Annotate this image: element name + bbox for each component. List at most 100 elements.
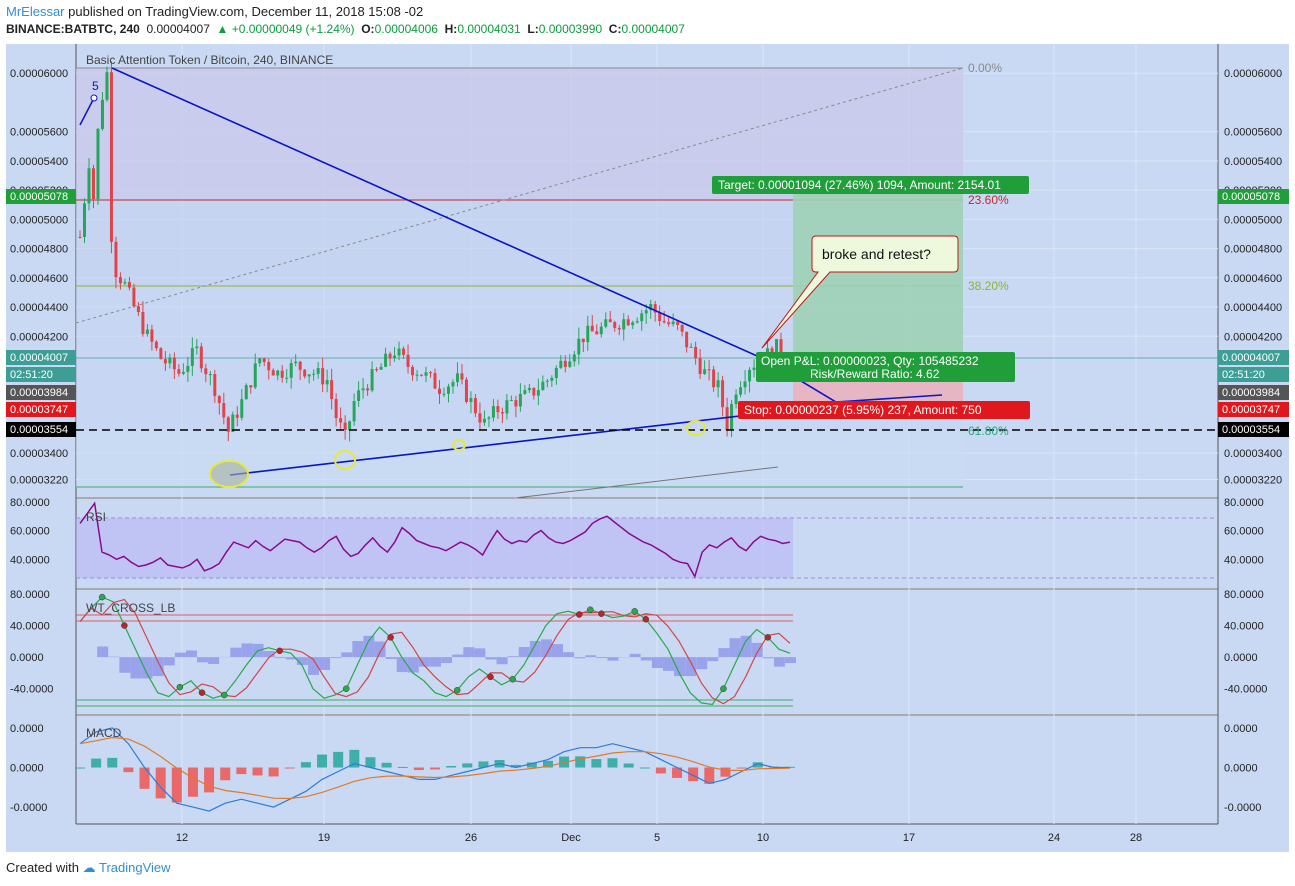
price-tag-bg xyxy=(1218,422,1289,437)
candle-body xyxy=(775,339,779,360)
macd-bar xyxy=(107,757,118,768)
candle-body xyxy=(577,338,581,355)
candle-body xyxy=(703,369,707,374)
candle-body xyxy=(150,329,154,342)
candle-body xyxy=(253,363,257,388)
candle-body xyxy=(357,390,361,402)
macd-bar xyxy=(155,767,166,799)
wt-bar xyxy=(341,652,353,658)
tradingview-logo-icon[interactable]: ☁ xyxy=(82,860,96,875)
candle-body xyxy=(671,321,675,325)
macd-bar xyxy=(704,767,715,784)
y-tick-right: 0.00005000 xyxy=(1224,214,1282,226)
candle-body xyxy=(613,322,617,328)
candle-body xyxy=(541,381,545,391)
macd-bar xyxy=(736,767,747,769)
wt-cross-dot xyxy=(642,615,650,623)
wt-bar xyxy=(596,657,608,659)
x-tick: 5 xyxy=(654,832,660,844)
y-tick-left: 0.00003220 xyxy=(10,474,68,486)
wt-cross-dot xyxy=(587,606,594,613)
candle-body xyxy=(199,346,203,369)
macd-bar xyxy=(542,760,553,768)
macd-bar xyxy=(123,767,134,773)
wt-bar xyxy=(363,635,375,658)
wt-bar xyxy=(540,639,552,658)
candle-body xyxy=(599,326,603,335)
wt-bar xyxy=(707,657,719,662)
descending-trendline[interactable] xyxy=(111,67,767,361)
wt-bar xyxy=(674,657,686,677)
low-ellipse-2 xyxy=(334,450,356,470)
price-tag-bg xyxy=(6,189,76,204)
pnl-label: Open P&L: 0.00000023, Qty: 105485232 xyxy=(761,354,979,368)
candle-body xyxy=(617,327,621,330)
wt-cross-dot xyxy=(98,593,106,601)
target-label-box[interactable] xyxy=(712,176,1029,194)
callout-text: broke and retest? xyxy=(822,246,931,262)
candle-body xyxy=(694,346,698,359)
price-tag-bg xyxy=(1218,385,1289,400)
wt-bar xyxy=(474,648,486,658)
last-price: 0.00004007 xyxy=(146,22,210,36)
ascending-trendline[interactable] xyxy=(229,412,767,476)
pnl-label-box[interactable] xyxy=(756,352,1015,382)
open-value: 0.00004006 xyxy=(374,22,438,36)
callout-bubble[interactable] xyxy=(761,235,959,349)
wt-bar xyxy=(762,657,774,659)
price-tag-bg xyxy=(6,367,76,382)
candle-body xyxy=(127,282,131,288)
candle-body xyxy=(500,412,504,414)
candle-body xyxy=(366,388,370,391)
candle-body xyxy=(451,382,455,387)
candle-body xyxy=(478,413,482,423)
author-link[interactable]: MrElessar xyxy=(6,4,65,19)
candle-body xyxy=(312,373,316,375)
tradingview-link[interactable]: TradingView xyxy=(99,860,171,875)
y-tick-right: 0.00004800 xyxy=(1224,244,1282,256)
wave-label: 5 xyxy=(92,79,99,93)
candle-body xyxy=(325,380,329,385)
macd-bar xyxy=(397,766,408,768)
rr-label: Risk/Reward Ratio: 4.62 xyxy=(810,367,940,381)
wt-bar xyxy=(529,641,541,658)
y-tick-left: 0.00006000 xyxy=(10,68,68,80)
candle-body xyxy=(348,421,352,430)
candle-body xyxy=(244,385,248,400)
wt-bar xyxy=(319,657,331,670)
candle-body xyxy=(231,414,235,432)
wt-bar xyxy=(441,657,453,664)
macd-bar xyxy=(510,764,521,768)
macd-bar xyxy=(575,756,586,768)
candle-body xyxy=(437,388,441,394)
candle-body xyxy=(725,407,729,430)
candle-body xyxy=(339,418,343,423)
candle-body xyxy=(640,313,644,322)
price-tag-text: 0.00003554 xyxy=(1222,424,1280,436)
candle-body xyxy=(514,400,518,407)
wt-bar xyxy=(163,657,175,666)
y-tick-left: 0.00003400 xyxy=(10,448,68,460)
candle-body xyxy=(698,358,702,374)
indicator-tick-right: -0.0000 xyxy=(1224,802,1261,814)
macd-bar xyxy=(526,762,537,768)
candle-body xyxy=(330,380,334,400)
candle-body xyxy=(154,341,158,349)
candle-body xyxy=(213,374,217,397)
candle-body xyxy=(469,398,473,402)
stop-label-box[interactable] xyxy=(738,401,1030,419)
candle-body xyxy=(136,306,140,312)
wt-bar xyxy=(130,657,142,679)
price-tag-bg xyxy=(6,385,76,400)
candle-body xyxy=(712,369,716,388)
candle-body xyxy=(411,366,415,376)
indicator-tick-left: -40.0000 xyxy=(10,684,53,696)
indicator-tick-right: 40.0000 xyxy=(1224,554,1264,566)
candle-body xyxy=(667,322,671,325)
wave-line xyxy=(79,97,95,126)
candle-body xyxy=(361,388,365,391)
price-tag-bg xyxy=(6,350,76,365)
macd-pane[interactable] xyxy=(76,716,1218,824)
indicator-tick-left: 0.0000 xyxy=(10,723,44,735)
